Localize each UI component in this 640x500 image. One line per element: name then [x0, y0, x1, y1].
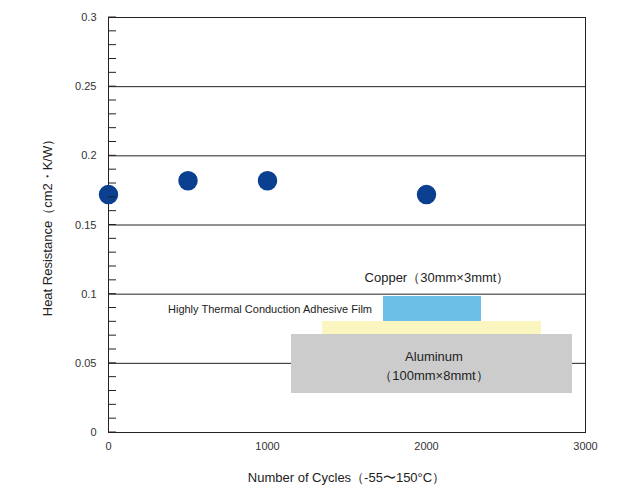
svg-text:0.15: 0.15: [75, 219, 96, 231]
svg-text:3000: 3000: [573, 440, 597, 452]
svg-text:（100mm×8mmt）: （100mm×8mmt）: [379, 368, 488, 383]
svg-text:0: 0: [105, 440, 111, 452]
svg-text:0.25: 0.25: [75, 80, 96, 92]
svg-text:0.05: 0.05: [75, 357, 96, 369]
svg-text:Aluminum: Aluminum: [405, 349, 463, 364]
svg-text:2000: 2000: [414, 440, 438, 452]
svg-text:Heat Resistance（cm2・K/W）: Heat Resistance（cm2・K/W）: [40, 133, 55, 317]
svg-text:1000: 1000: [255, 440, 279, 452]
svg-text:Copper（30mm×3mmt）: Copper（30mm×3mmt）: [365, 270, 510, 285]
svg-text:0.1: 0.1: [81, 288, 96, 300]
svg-text:Highly Thermal Conduction Adhe: Highly Thermal Conduction Adhesive Film: [168, 303, 372, 315]
svg-text:0: 0: [90, 426, 96, 438]
svg-text:Number of Cycles（-55〜150°C）: Number of Cycles（-55〜150°C）: [248, 470, 445, 485]
svg-text:0.2: 0.2: [81, 149, 96, 161]
svg-text:0.3: 0.3: [81, 11, 96, 23]
